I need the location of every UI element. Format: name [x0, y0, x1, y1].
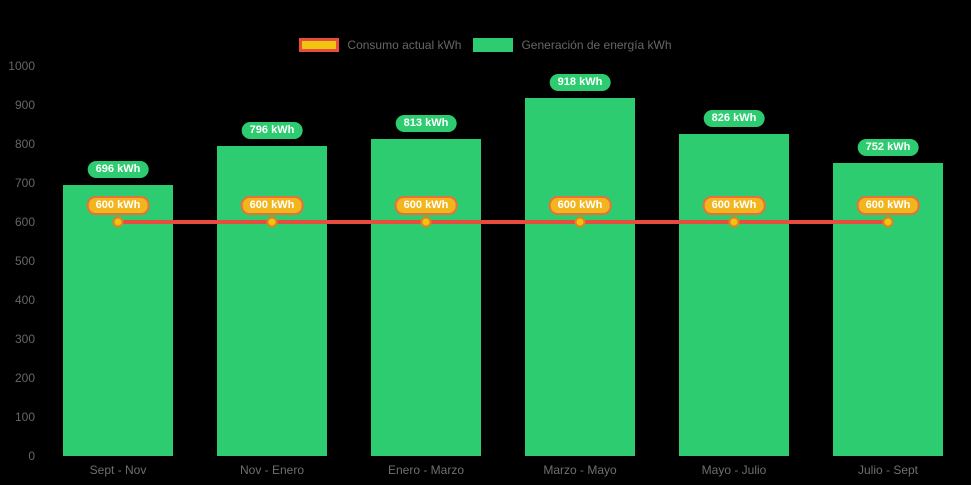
y-tick-label: 1000	[8, 59, 35, 73]
consumption-line	[118, 220, 888, 224]
bar-value-badge: 696 kWh	[87, 160, 149, 178]
x-tick-label: Enero - Marzo	[387, 463, 465, 477]
x-tick-label: Julio - Sept	[857, 463, 919, 477]
consumption-value-badge: 600 kWh	[702, 196, 766, 215]
bar-value-badge: 796 kWh	[241, 121, 303, 139]
line-point[interactable]	[728, 216, 740, 228]
generation-bar[interactable]	[371, 138, 481, 456]
generation-bar[interactable]	[679, 133, 789, 456]
consumption-value-badge: 600 kWh	[856, 196, 920, 215]
legend-swatch-line-icon	[299, 38, 340, 52]
y-tick-label: 400	[14, 293, 35, 307]
legend-swatch-bar-icon	[473, 38, 514, 52]
legend-item-consumo-actual[interactable]: Consumo actual kWh	[299, 38, 461, 52]
x-tick-label: Mayo - Julio	[701, 463, 767, 477]
y-tick-label: 800	[14, 137, 35, 151]
y-tick-label: 200	[14, 371, 35, 385]
y-tick-label: 0	[28, 449, 35, 463]
line-point[interactable]	[112, 216, 124, 228]
generation-bar[interactable]	[217, 145, 327, 456]
consumption-value-badge: 600 kWh	[86, 196, 150, 215]
x-tick-label: Marzo - Mayo	[543, 463, 617, 477]
y-tick-label: 500	[14, 254, 35, 268]
consumption-value-badge: 600 kWh	[394, 196, 458, 215]
line-point[interactable]	[882, 216, 894, 228]
y-tick-label: 100	[14, 410, 35, 424]
x-tick-label: Nov - Enero	[239, 463, 305, 477]
y-tick-label: 300	[14, 332, 35, 346]
bar-value-badge: 813 kWh	[395, 114, 457, 132]
consumption-value-badge: 600 kWh	[548, 196, 612, 215]
y-tick-label: 900	[14, 98, 35, 112]
y-tick-label: 700	[14, 176, 35, 190]
y-tick-label: 600	[14, 215, 35, 229]
x-tick-label: Sept - Nov	[89, 463, 147, 477]
line-point[interactable]	[266, 216, 278, 228]
bar-value-badge: 826 kWh	[703, 109, 765, 127]
legend-label-generacion-energia: Generación de energía kWh	[521, 38, 672, 52]
bar-value-badge: 752 kWh	[857, 138, 919, 156]
generation-bar[interactable]	[525, 97, 635, 456]
legend-label-consumo-actual: Consumo actual kWh	[347, 38, 462, 52]
line-point[interactable]	[420, 216, 432, 228]
line-point[interactable]	[574, 216, 586, 228]
bar-value-badge: 918 kWh	[549, 73, 611, 91]
legend-item-generacion-energia[interactable]: Generación de energía kWh	[473, 38, 672, 52]
consumption-value-badge: 600 kWh	[240, 196, 304, 215]
generation-bar[interactable]	[63, 184, 173, 456]
chart-legend: Consumo actual kWh Generación de energía…	[0, 38, 971, 52]
